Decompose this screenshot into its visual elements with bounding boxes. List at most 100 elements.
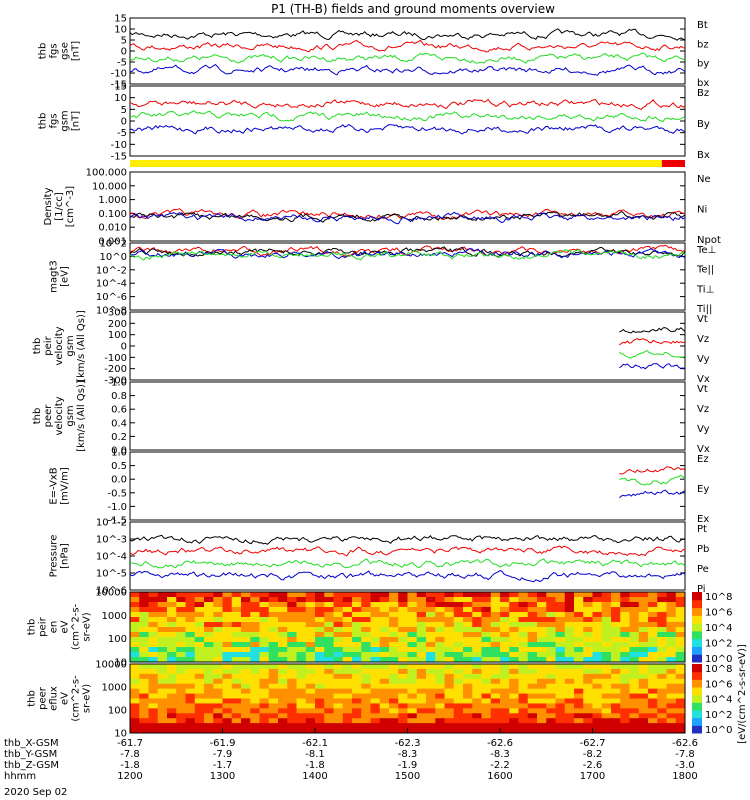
heatmap-cell	[333, 657, 344, 663]
heatmap-cell	[361, 617, 371, 623]
heatmap-cell	[592, 607, 603, 613]
heatmap-cell	[167, 673, 177, 680]
heatmap-cell	[389, 607, 399, 613]
heatmap-cell	[444, 617, 455, 623]
colorbar-segment	[692, 702, 702, 711]
y-tick-label: 5	[121, 105, 127, 116]
heatmap-cell	[426, 637, 436, 643]
heatmap-cell	[481, 592, 492, 598]
heatmap-cell	[259, 642, 270, 648]
heatmap-cell	[324, 678, 334, 685]
heatmap-cell	[389, 678, 399, 685]
heatmap-cell	[398, 632, 408, 638]
heatmap-cell	[500, 607, 510, 613]
heatmap-cell	[324, 602, 334, 608]
heatmap-cell	[527, 592, 538, 598]
heatmap-cell	[509, 637, 519, 643]
panel-frame	[129, 85, 686, 157]
heatmap-cell	[315, 664, 325, 670]
heatmap-cell	[352, 693, 362, 699]
heatmap-cell	[157, 728, 168, 734]
heatmap-cell	[305, 622, 316, 628]
heatmap-cell	[231, 703, 242, 709]
heatmap-cell	[305, 713, 316, 719]
heatmap-cell	[241, 693, 251, 699]
heatmap-cell	[333, 664, 344, 670]
heatmap-cell	[342, 642, 353, 648]
heatmap-cell	[416, 647, 427, 653]
heatmap-cell	[352, 683, 362, 690]
heatmap-cell	[574, 728, 584, 734]
x-row-value: 1500	[395, 771, 420, 782]
heatmap-cell	[305, 612, 316, 618]
heatmap-cell	[509, 592, 519, 598]
heatmap-cell	[657, 673, 667, 680]
panel-frame	[129, 17, 686, 85]
heatmap-cell	[500, 622, 510, 628]
heatmap-cell	[518, 678, 529, 685]
heatmap-cell	[194, 678, 205, 685]
heatmap-cell	[185, 683, 196, 690]
heatmap-cell	[500, 664, 510, 670]
heatmap-cell	[231, 683, 242, 690]
heatmap-cell	[666, 612, 677, 618]
heatmap-cell	[398, 637, 408, 643]
heatmap-cell	[527, 657, 538, 663]
heatmap-cell	[398, 602, 408, 608]
heatmap-cell	[500, 592, 510, 598]
heatmap-cell	[296, 607, 307, 613]
heatmap-cell	[509, 612, 519, 618]
heatmap-cell	[416, 637, 427, 643]
y-tick-label: 10^2	[100, 239, 127, 250]
heatmap-cell	[601, 693, 612, 699]
y-tick-label: 10.000	[92, 181, 127, 192]
heatmap-cell	[407, 708, 418, 714]
y-axis-label-line: [cm^-3]	[65, 186, 76, 227]
heatmap-cell	[490, 703, 501, 709]
heatmap-cell	[555, 688, 566, 695]
heatmap-cell	[352, 647, 362, 653]
heatmap-cell	[268, 652, 279, 658]
series-ne	[129, 208, 686, 221]
heatmap-cell	[130, 602, 140, 608]
heatmap-cell	[629, 597, 640, 603]
heatmap-cell	[296, 652, 307, 658]
heatmap-cell	[527, 683, 538, 690]
heatmap-cell	[389, 602, 399, 608]
heatmap-cell	[296, 597, 307, 603]
heatmap-cell	[518, 592, 529, 598]
heatmap-cell	[601, 617, 612, 623]
heatmap-cell	[555, 678, 566, 685]
heatmap-cell	[666, 647, 677, 653]
heatmap-cell	[241, 632, 251, 638]
heatmap-cell	[231, 657, 242, 663]
heatmap-cell	[657, 657, 667, 663]
y-axis-label-line: [km/s (All Qs)]	[76, 380, 87, 452]
heatmap-cell	[268, 708, 279, 714]
heatmap-cell	[342, 612, 353, 618]
heatmap-cell	[370, 622, 381, 628]
heatmap-cell	[389, 703, 399, 709]
heatmap-cell	[638, 673, 649, 680]
colorbar: 10^810^610^410^210^0 [eV/(cm^2-s-sr-eV)]	[692, 644, 748, 744]
heatmap-cell	[342, 637, 353, 643]
heatmap-cell	[370, 637, 381, 643]
heatmap-cell	[130, 693, 140, 699]
x-row-value: -61.7	[117, 738, 143, 749]
heatmap-cell	[490, 627, 501, 633]
heatmap-cell	[407, 723, 418, 729]
heatmap-cell	[185, 617, 196, 623]
y-axis-label-line: velocity	[54, 396, 65, 435]
heatmap-cell	[537, 683, 547, 690]
heatmap-cell	[222, 698, 233, 704]
heatmap-cell	[620, 664, 630, 670]
heatmap-cell	[638, 693, 649, 699]
heatmap-cell	[315, 683, 325, 690]
heatmap-cell	[333, 627, 344, 633]
heatmap-cell	[278, 627, 288, 633]
heatmap-cell	[250, 698, 260, 704]
heatmap-cell	[324, 607, 334, 613]
series-ex	[619, 489, 686, 499]
x-row-value: 1300	[210, 771, 235, 782]
heatmap-cell	[574, 602, 584, 608]
